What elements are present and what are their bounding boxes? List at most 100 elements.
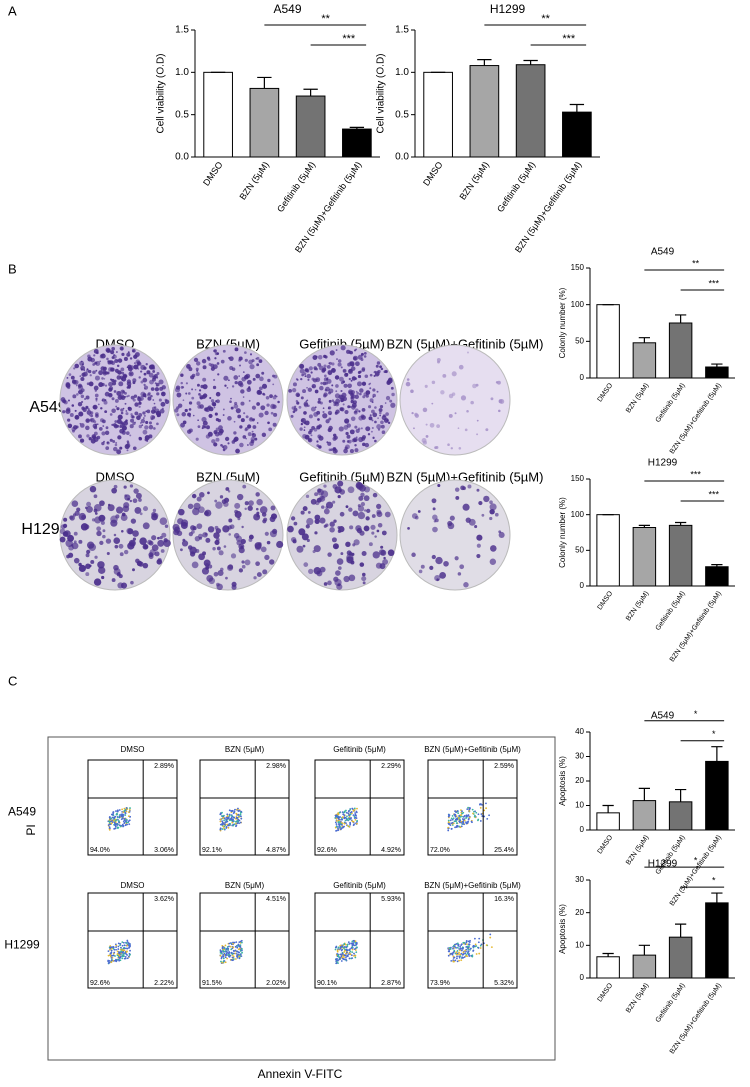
event-dot [349,811,352,814]
colony-dot [306,538,310,543]
colony-dot [187,503,194,510]
colony-dot [304,368,309,372]
colony-dot [463,582,469,588]
event-dot [473,810,475,813]
colony-dot [78,434,82,439]
colony-dot [337,480,344,487]
colony-dot [102,425,105,427]
bar [342,128,372,158]
colony-dot [379,405,384,409]
event-dot [219,949,222,952]
colony-dot [323,484,327,488]
y-tick-label: 150 [571,263,585,272]
colony-dot [181,412,187,417]
colony-dot [230,397,232,400]
event-dot [451,815,454,817]
colony-dot [89,411,94,415]
colony-dot [234,380,238,385]
colony-dot [94,361,98,365]
colony-dot [216,352,220,355]
colony-dot [251,433,257,438]
colony-dot [481,513,485,517]
plot-frame [314,892,405,989]
colony-dot [231,584,237,590]
colony-dot [421,438,427,443]
colony-dot [148,424,154,430]
event-dot [223,947,226,950]
colony-dot [343,383,348,388]
colony-dot [328,388,334,394]
colony-dot [372,388,376,392]
colony-dot [123,420,129,426]
colony-dot [251,405,256,410]
colony-dot [96,530,102,537]
colony-dot [344,409,349,415]
colony-dot [326,441,329,444]
event-dot [224,944,227,947]
colony-dot [303,401,309,407]
colony-dot [248,500,254,506]
event-dot [468,943,471,946]
error-bar [349,126,365,130]
colony-dot [142,522,150,530]
event-dot [232,942,234,945]
event-dot [229,823,232,825]
colony-dot [230,553,237,559]
colony-dot [414,515,419,520]
colony-dot [95,369,98,372]
colony-dot [348,574,356,582]
colony-dot [262,519,267,524]
colony-dot [302,506,308,512]
colony-dot [147,392,151,396]
colony-dot [216,399,220,404]
colony-dot [379,365,382,369]
colony-dot [202,384,208,390]
colony-dot [121,430,126,435]
colony-dot [311,377,315,381]
colony-dot [327,427,332,433]
colony-dot [113,446,118,452]
colony-dot [101,431,106,436]
dish [286,479,398,591]
colony-dot [467,351,469,354]
event-dot [109,946,112,949]
colony-dot [255,357,258,360]
event-dot [342,826,345,828]
colony-dot [350,392,354,396]
colony-dot [206,575,214,582]
colony-dot [449,515,455,521]
colony-dot [325,382,328,385]
colony-dot [90,414,94,418]
colony-dot [336,583,343,590]
colony-dot [243,412,246,415]
colony-dot [94,555,98,559]
event-dot [451,952,454,955]
event-dot [469,807,471,810]
colony-dot [197,404,202,409]
event-dot [237,948,240,951]
event-dot [348,817,351,820]
colony-dot [116,424,120,428]
colony-dot [365,516,370,521]
colony-dot [381,530,387,536]
column-label: BZN (5µM)+Gefitinib (5µM) [387,336,544,351]
event-dot [128,954,131,956]
error-bar [477,59,492,66]
colony-dot [373,374,376,378]
event-dot [483,815,486,818]
error-bar [711,746,723,762]
colony-dot [189,546,197,555]
colony-dot [133,362,136,365]
bar [632,800,657,831]
colony-dot [147,396,152,401]
colony-dot [89,485,97,493]
event-dot [110,949,113,952]
colony-dot [374,535,377,538]
plot-title: DMSO [121,745,145,754]
event-dot [447,821,450,824]
colony-dot [151,535,157,541]
colony-dot [269,394,273,399]
colony-dot [324,374,327,378]
colony-dot [359,562,365,567]
colony-dot [459,564,465,570]
